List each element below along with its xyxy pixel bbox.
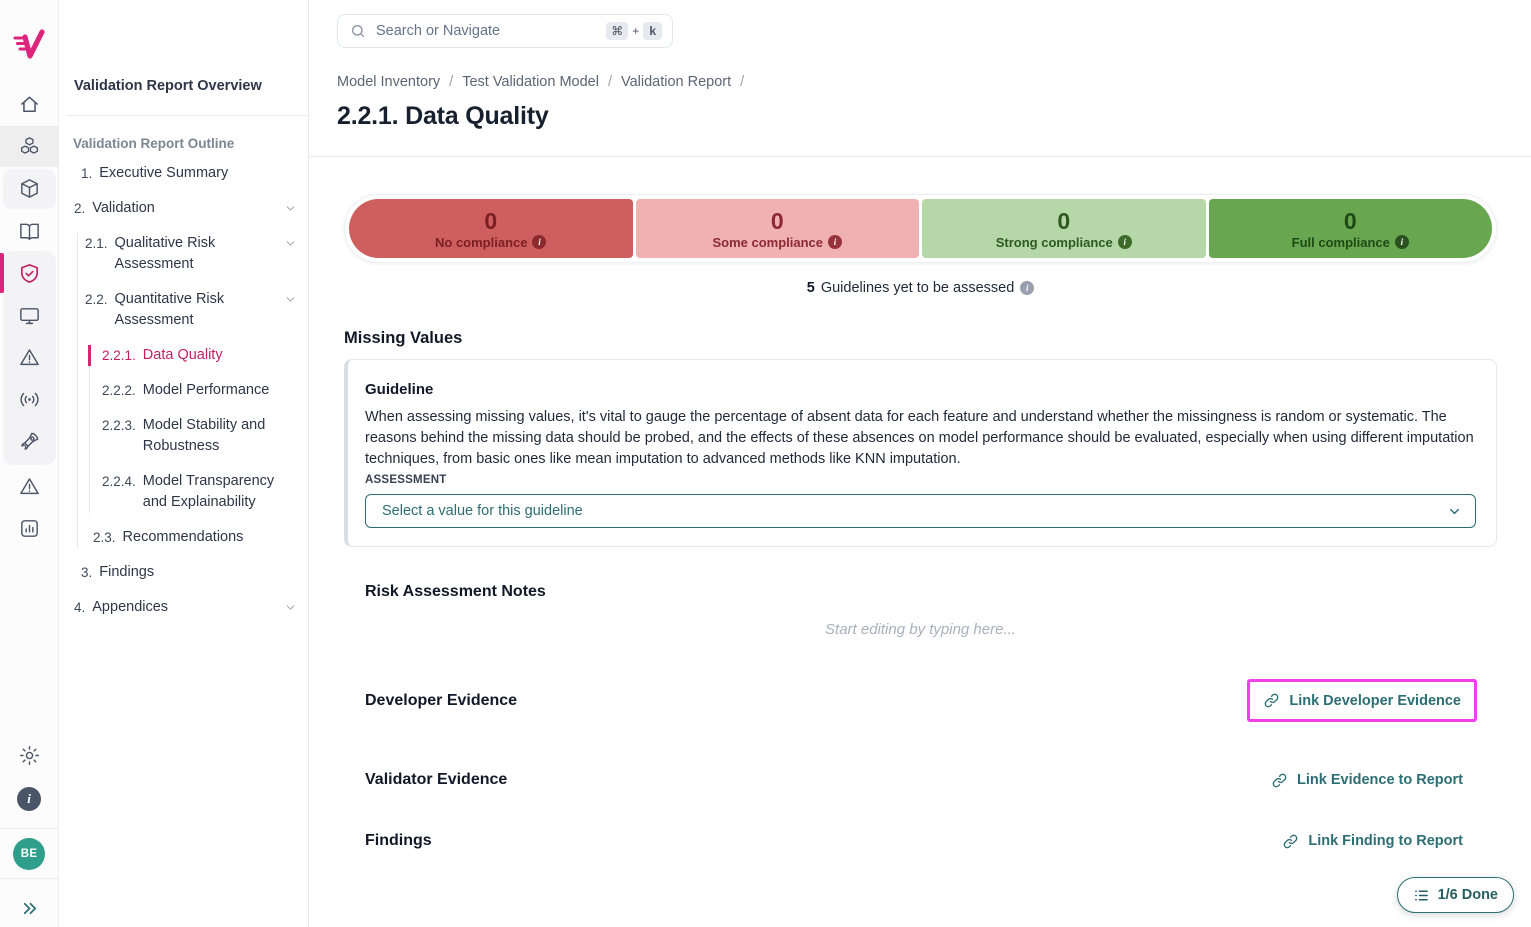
- notes-heading: Risk Assessment Notes: [365, 583, 546, 600]
- compliance-block-full: 0 Full compliance i: [1208, 199, 1492, 258]
- notes-editor[interactable]: Start editing by typing here...: [825, 621, 1016, 638]
- settings-gear-icon[interactable]: [9, 735, 49, 775]
- outline-item-recommendations[interactable]: 2.3. Recommendations: [93, 529, 244, 545]
- breadcrumb-model-inventory[interactable]: Model Inventory: [337, 74, 441, 90]
- guideline-body: When assessing missing values, it's vita…: [365, 409, 1474, 467]
- sidebar-title: Validation Report Overview: [74, 78, 262, 94]
- page-title: 2.2.1. Data Quality: [337, 102, 549, 130]
- guideline-card: Guideline When assessing missing values,…: [344, 359, 1497, 547]
- bar-chart-icon[interactable]: [9, 508, 49, 548]
- outline-header: Validation Report Outline: [73, 136, 235, 151]
- user-avatar[interactable]: BE: [9, 834, 49, 874]
- findings-heading: Findings: [365, 832, 432, 849]
- alert-triangle-icon[interactable]: [9, 337, 49, 377]
- compliance-block-strong: 0 Strong compliance i: [922, 199, 1206, 258]
- compliance-block-some: 0 Some compliance i: [635, 199, 919, 258]
- info-icon[interactable]: i: [1117, 235, 1132, 249]
- chain-link-icon: [1284, 834, 1298, 848]
- info-icon[interactable]: i: [532, 235, 547, 249]
- outline-group-validation: 2.1. Qualitative Risk Assessment 2.2. Qu…: [77, 233, 308, 548]
- global-search[interactable]: ⌘ + k: [337, 14, 673, 48]
- link-developer-evidence-button[interactable]: Link Developer Evidence: [1263, 692, 1461, 709]
- info-icon[interactable]: i: [1020, 281, 1035, 295]
- info-icon[interactable]: i: [1394, 235, 1409, 249]
- done-progress-button[interactable]: 1/6 Done: [1396, 877, 1514, 913]
- home-icon[interactable]: [9, 84, 49, 124]
- info-icon[interactable]: i: [828, 235, 843, 249]
- list-icon: [1414, 890, 1428, 900]
- rail-section-band: [0, 126, 59, 167]
- chevron-down-icon[interactable]: [284, 201, 297, 222]
- shortcut-cmd-key: ⌘: [606, 22, 629, 40]
- link-finding-to-report-button[interactable]: Link Finding to Report: [1282, 833, 1463, 850]
- outline-item-validation[interactable]: 2. Validation: [59, 198, 308, 219]
- action-highlight-box: Link Developer Evidence: [1247, 679, 1477, 722]
- sidebar-divider: [67, 115, 308, 116]
- validator-evidence-heading: Validator Evidence: [365, 771, 508, 788]
- alert-triangle-icon-2[interactable]: [9, 466, 49, 506]
- outline-item-model-stability[interactable]: 2.2.3. Model Stability and Robustness: [102, 417, 266, 454]
- package-icon[interactable]: [9, 168, 49, 208]
- outline-item-model-performance[interactable]: 2.2.2. Model Performance: [102, 382, 270, 398]
- rocket-icon[interactable]: [9, 421, 49, 461]
- validmind-logo-icon[interactable]: [12, 26, 46, 62]
- breadcrumb-test-validation-model[interactable]: Test Validation Model: [462, 74, 599, 90]
- chevron-down-icon[interactable]: [284, 292, 297, 313]
- outline-item-appendices[interactable]: 4. Appendices: [59, 597, 308, 618]
- chevron-down-icon[interactable]: [284, 600, 297, 621]
- pending-guidelines-status: 5 Guidelines yet to be assessed i: [344, 280, 1497, 296]
- outline-item-quantitative-risk[interactable]: 2.2. Quantitative Risk Assessment: [78, 289, 308, 331]
- assessment-select[interactable]: Select a value for this guideline: [365, 494, 1476, 528]
- info-icon[interactable]: i: [9, 779, 49, 819]
- outline-item-findings[interactable]: 3. Findings: [81, 564, 155, 580]
- breadcrumb: Model Inventory / Test Validation Model …: [337, 74, 745, 90]
- expand-chevrons-icon[interactable]: [9, 888, 49, 927]
- search-input[interactable]: [376, 23, 607, 39]
- header-divider: [309, 156, 1531, 157]
- broadcast-icon[interactable]: [9, 379, 49, 419]
- shield-check-icon[interactable]: [9, 253, 49, 293]
- inventory-cubes-icon[interactable]: [9, 126, 49, 166]
- outline-item-data-quality[interactable]: 2.2.1. Data Quality: [88, 345, 308, 366]
- icon-rail: i BE: [0, 0, 59, 927]
- shortcut-plus: +: [632, 24, 640, 38]
- assessment-label: ASSESSMENT: [365, 474, 447, 486]
- guideline-title: Guideline: [365, 381, 434, 398]
- section-heading-missing-values: Missing Values: [344, 329, 463, 347]
- chain-link-icon: [1265, 693, 1279, 708]
- breadcrumb-validation-report[interactable]: Validation Report: [621, 74, 732, 90]
- book-icon[interactable]: [9, 211, 49, 251]
- shortcut-k-key: k: [643, 22, 662, 40]
- report-outline: 1. Executive Summary 2. Validation 2.1. …: [59, 163, 308, 618]
- compliance-block-none: 0 No compliance i: [349, 199, 633, 258]
- chain-link-icon: [1272, 773, 1287, 787]
- main-content: ⌘ + k Model Inventory / Test Validation …: [309, 0, 1531, 927]
- chevron-down-icon[interactable]: [284, 236, 297, 257]
- developer-evidence-heading: Developer Evidence: [365, 691, 518, 709]
- monitor-icon[interactable]: [9, 295, 49, 335]
- outline-item-qualitative-risk[interactable]: 2.1. Qualitative Risk Assessment: [78, 233, 308, 275]
- link-evidence-to-report-button[interactable]: Link Evidence to Report: [1271, 772, 1463, 789]
- rail-active-indicator: [0, 253, 4, 293]
- report-sidebar: Validation Report Overview Validation Re…: [59, 0, 309, 927]
- chevron-down-icon: [1450, 508, 1459, 514]
- outline-group-quantitative: 2.2.1. Data Quality 2.2.2. Model Perform…: [88, 345, 308, 513]
- outline-item-model-transparency[interactable]: 2.2.4. Model Transparency and Explainabi…: [102, 473, 275, 510]
- search-icon: [352, 25, 364, 37]
- outline-item-executive-summary[interactable]: 1. Executive Summary: [81, 165, 229, 181]
- compliance-summary-bar: 0 No compliance i 0 Some compliance i 0 St…: [344, 194, 1497, 263]
